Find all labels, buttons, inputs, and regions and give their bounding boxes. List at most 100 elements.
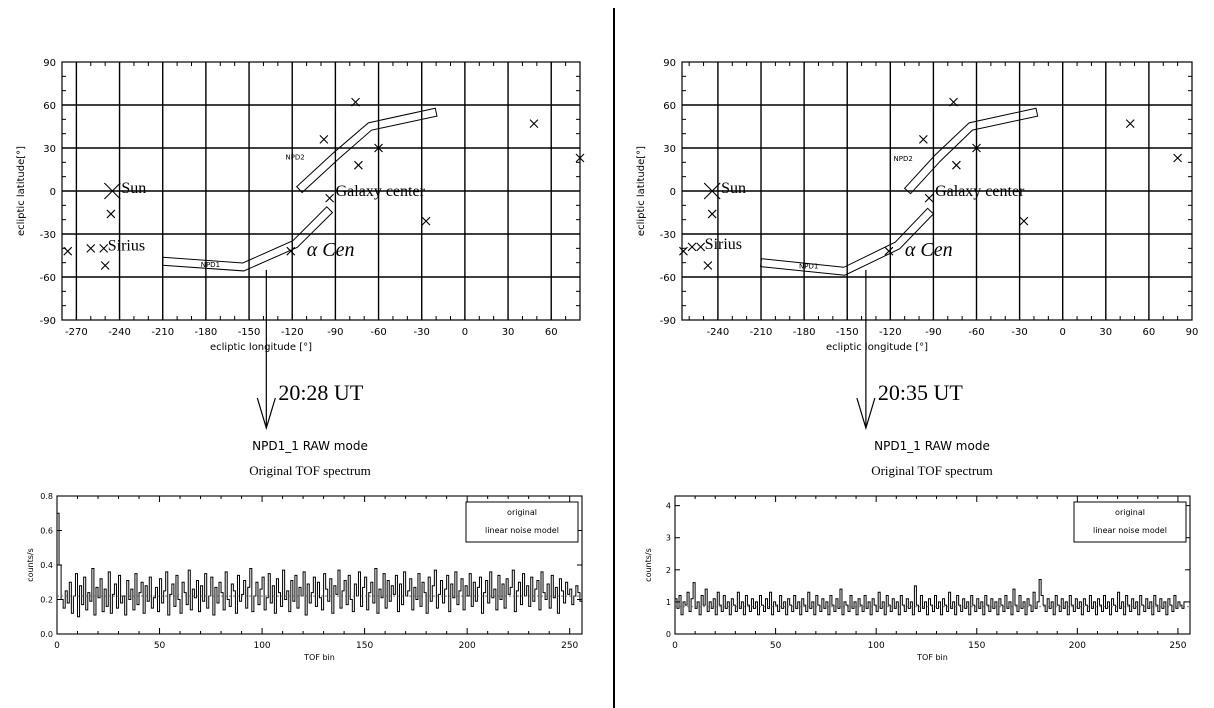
series-original <box>57 512 582 618</box>
star-marker <box>1173 153 1183 163</box>
star-marker <box>952 160 961 170</box>
x-tick-label: 30 <box>1099 327 1112 338</box>
x-tick-label: 250 <box>1169 641 1186 651</box>
sun-marker <box>103 182 121 200</box>
x-tick-label: -210 <box>151 327 174 338</box>
x-tick-label: -240 <box>108 327 131 338</box>
x-tick-label: -30 <box>1011 327 1027 338</box>
star-marker <box>679 246 688 256</box>
x-tick-label: -60 <box>370 327 386 338</box>
star-marker <box>421 216 431 226</box>
alpha-cen-marker <box>884 246 894 256</box>
y-tick-label: 0 <box>666 630 671 639</box>
x-tick-label: 60 <box>1143 327 1156 338</box>
npd1-band <box>760 207 935 276</box>
y-tick-label: -90 <box>40 316 56 327</box>
spectrum-title: Original TOF spectrum <box>871 463 993 478</box>
x-tick-label: -30 <box>414 327 430 338</box>
x-tick-label: 0 <box>54 641 60 651</box>
y-axis-label: ecliptic latitude[°] <box>636 146 647 236</box>
star-marker <box>529 119 539 129</box>
star-marker <box>707 209 717 219</box>
npd1-label: NPD1 <box>201 261 220 269</box>
star-marker <box>1019 216 1029 226</box>
y-tick-label: 4 <box>666 502 671 511</box>
star-marker <box>86 243 96 253</box>
sun-label: Sun <box>121 180 146 197</box>
sirius-marker <box>696 242 706 252</box>
x-tick-label: -270 <box>65 327 88 338</box>
y-tick-label: 0.2 <box>40 596 53 605</box>
y-tick-label: 0.8 <box>40 492 53 501</box>
galaxy-center-label: Galaxy center <box>935 183 1025 200</box>
spectrum-frame <box>674 495 1191 635</box>
star-marker <box>374 143 383 153</box>
x-axis-label: ecliptic longitude [°] <box>826 342 928 353</box>
x-tick-label: 0 <box>672 641 678 651</box>
alpha-cen-label: α Cen <box>307 239 355 261</box>
galaxy-center-marker <box>325 193 335 203</box>
spectrum-mode-title: NPD1_1 RAW mode <box>252 439 368 453</box>
sirius-marker <box>99 243 109 253</box>
y-tick-label: 60 <box>43 101 56 112</box>
time-arrow-head <box>856 397 876 431</box>
y-tick-label: -90 <box>660 316 676 327</box>
star-marker <box>354 160 363 170</box>
legend-box <box>1073 501 1187 543</box>
npd2-label: NPD2 <box>894 155 913 163</box>
x-axis-label: ecliptic longitude [°] <box>210 342 312 353</box>
npd2-band <box>296 107 438 194</box>
y-tick-label: 30 <box>43 144 56 155</box>
alpha-cen-label: α Cen <box>905 239 953 261</box>
x-tick-label: 30 <box>502 327 515 338</box>
time-label: 20:28 UT <box>278 380 364 405</box>
x-tick-label: 200 <box>459 641 476 651</box>
x-tick-label: 150 <box>968 641 985 651</box>
x-tick-label: 0 <box>1060 327 1066 338</box>
sirius-label: Sirius <box>108 237 145 254</box>
x-tick-label: -240 <box>707 327 730 338</box>
y-axis-label: counts/s <box>26 548 35 582</box>
y-tick-label: 0.0 <box>40 630 53 639</box>
y-tick-label: 30 <box>663 144 676 155</box>
x-tick-label: -150 <box>836 327 859 338</box>
x-tick-label: 90 <box>1186 327 1199 338</box>
y-tick-label: 90 <box>663 58 676 69</box>
star-marker <box>687 242 697 252</box>
star-marker <box>63 246 73 256</box>
series-original <box>675 578 1186 616</box>
npd1-label: NPD1 <box>799 263 818 271</box>
y-tick-label: 0.6 <box>40 527 53 536</box>
x-tick-label: -120 <box>281 327 304 338</box>
y-tick-label: 0 <box>50 187 56 198</box>
y-tick-label: 90 <box>43 58 56 69</box>
sun-label: Sun <box>721 180 746 197</box>
star-marker <box>949 97 958 107</box>
npd2-label: NPD2 <box>285 154 304 162</box>
x-tick-label: 60 <box>545 327 558 338</box>
legend-entry-noise-model: linear noise model <box>485 526 559 535</box>
y-axis-label: ecliptic latitude[°] <box>16 146 27 236</box>
time-arrow-head <box>256 397 276 431</box>
galaxy-center-marker <box>924 193 934 203</box>
x-tick-label: 50 <box>770 641 782 651</box>
x-tick-label: -150 <box>238 327 261 338</box>
y-tick-label: -30 <box>660 230 676 241</box>
y-axis-label: counts/s <box>644 548 653 582</box>
x-tick-label: -210 <box>750 327 773 338</box>
y-tick-label: 60 <box>663 101 676 112</box>
star-marker <box>1125 119 1135 129</box>
x-tick-label: -180 <box>793 327 816 338</box>
x-tick-label: 100 <box>868 641 885 651</box>
x-tick-label: 200 <box>1069 641 1086 651</box>
x-tick-label: 100 <box>253 641 270 651</box>
star-marker <box>575 153 585 163</box>
npd2-band <box>903 107 1039 195</box>
time-label: 20:35 UT <box>878 380 964 405</box>
star-marker <box>703 261 713 270</box>
star-marker <box>972 143 981 153</box>
x-tick-label: -60 <box>968 327 984 338</box>
legend-entry-noise-model: linear noise model <box>1093 526 1167 535</box>
legend-box <box>465 501 579 543</box>
x-tick-label: -120 <box>879 327 902 338</box>
